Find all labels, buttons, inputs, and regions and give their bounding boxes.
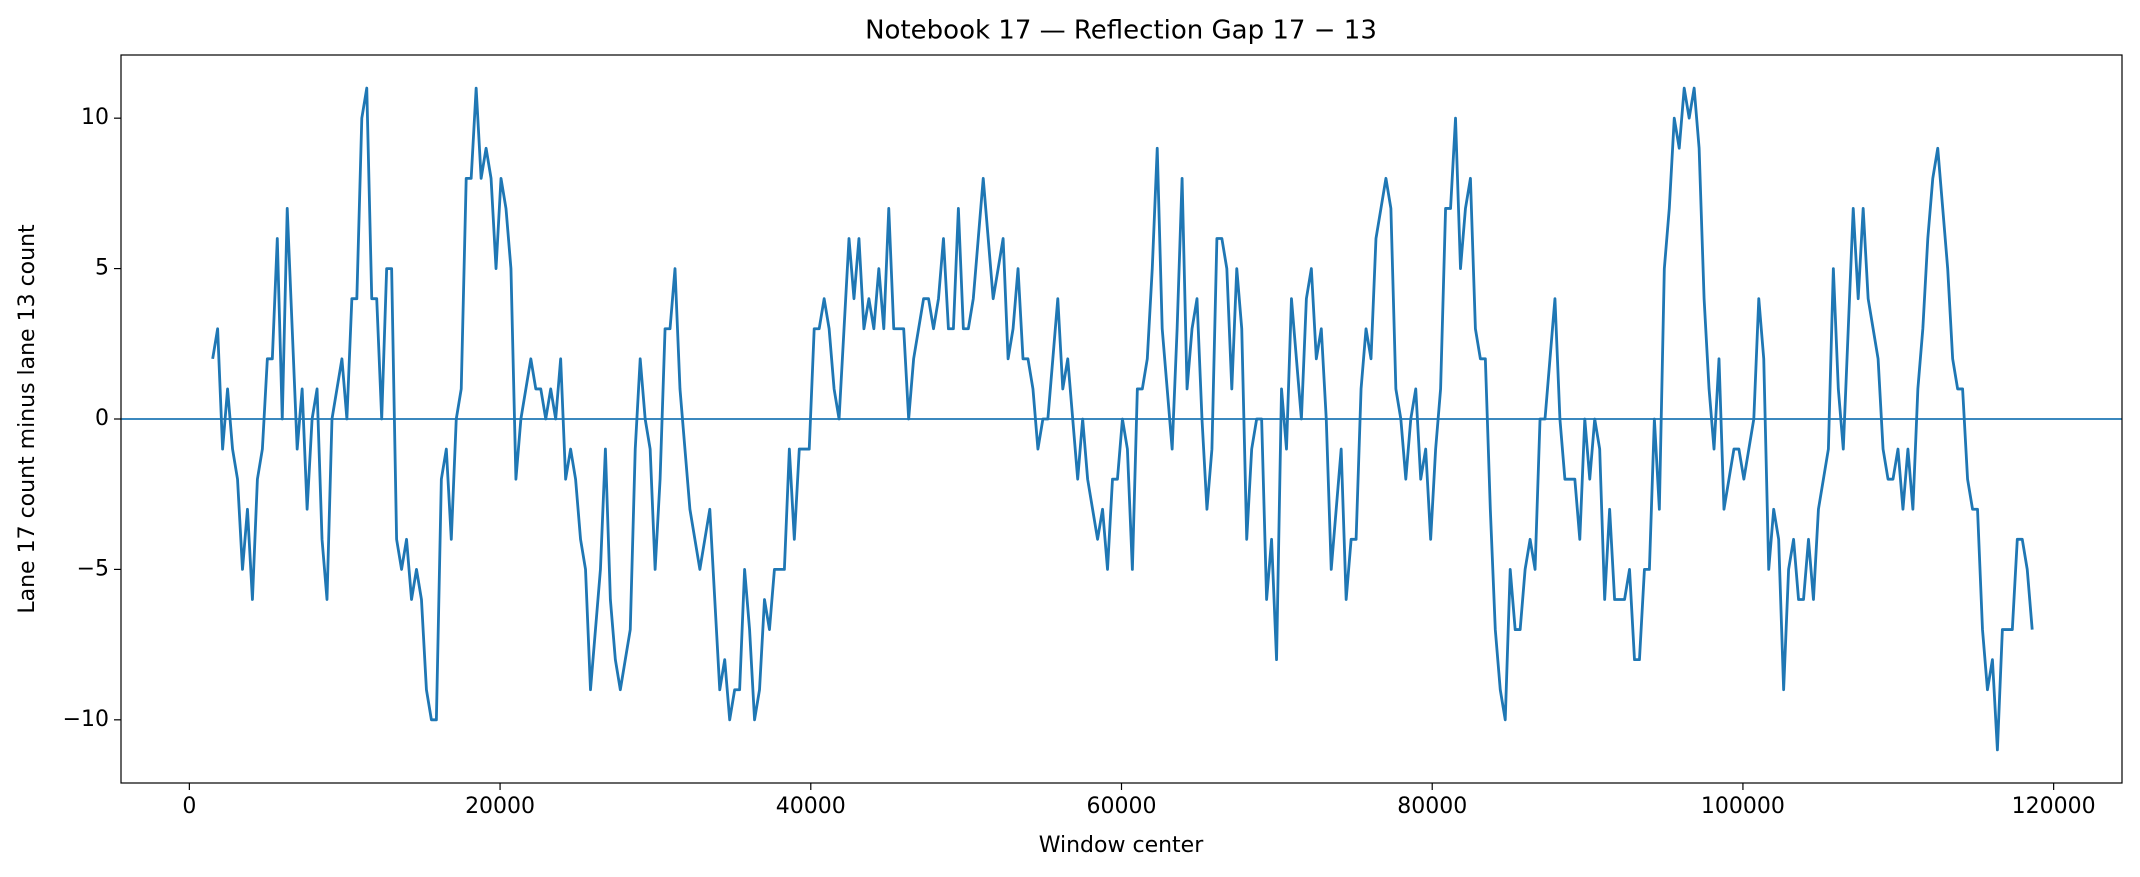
y-tick-label: −5 [77,556,109,581]
y-axis-label: Lane 17 count minus lane 13 count [15,224,40,614]
y-tick-label: 0 [95,406,109,431]
y-tick-label: 10 [81,105,109,130]
y-tick-label: −10 [63,707,109,732]
x-tick-label: 20000 [465,794,535,819]
chart-title: Notebook 17 — Reflection Gap 17 − 13 [865,16,1377,46]
x-tick-label: 100000 [1701,794,1785,819]
y-tick-label: 5 [95,256,109,281]
x-tick-label: 0 [182,794,196,819]
x-tick-label: 120000 [2012,794,2096,819]
x-tick-label: 80000 [1397,794,1467,819]
data-line [211,86,2034,752]
x-tick-label: 60000 [1087,794,1157,819]
x-tick-label: 40000 [776,794,846,819]
plot-frame [120,54,2123,784]
x-axis-label: Window center [1039,833,1204,858]
